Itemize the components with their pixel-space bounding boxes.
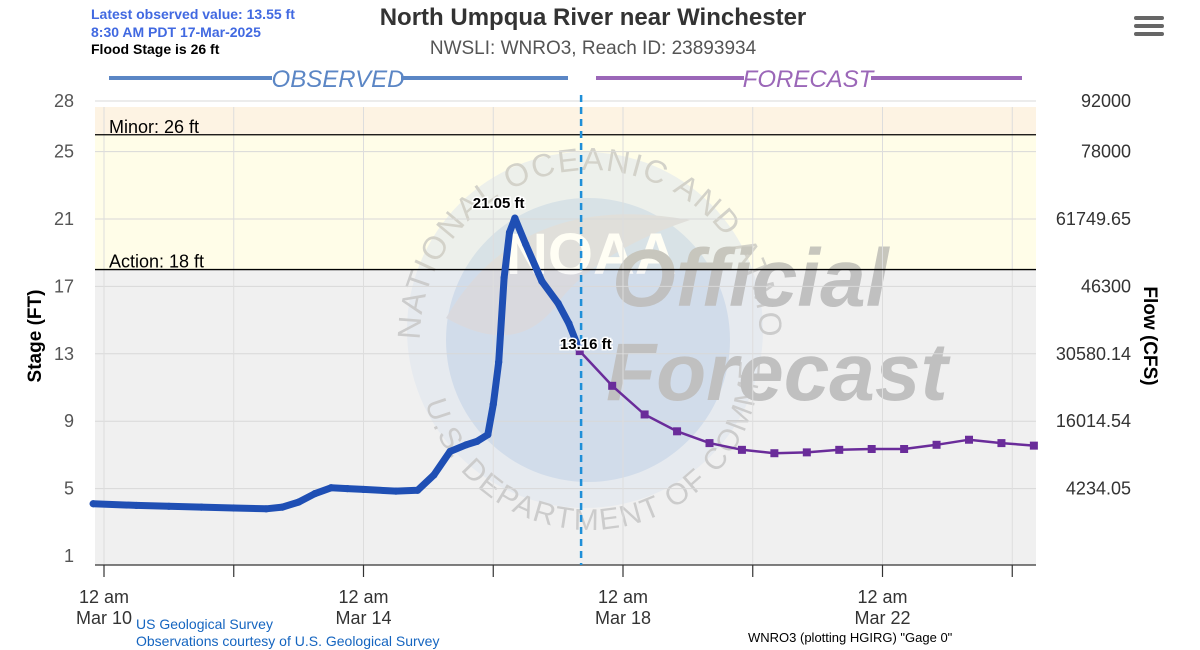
observed-point xyxy=(359,485,368,494)
observed-point xyxy=(413,486,422,494)
observed-point xyxy=(511,214,519,222)
observed-point xyxy=(197,503,205,511)
forecast-point xyxy=(673,427,682,436)
latest-observation-info: Latest observed value: 13.55 ft 8:30 AM … xyxy=(91,6,295,59)
threshold-label: Minor: 26 ft xyxy=(109,117,199,137)
hamburger-menu-icon[interactable] xyxy=(1134,16,1164,42)
forecast-point xyxy=(705,439,714,448)
y2-tick-label: 61749.65 xyxy=(1056,209,1131,229)
flood-stage-text: Flood Stage is 26 ft xyxy=(91,41,220,57)
observed-point xyxy=(538,277,546,285)
observed-point xyxy=(132,501,141,510)
chart-title: North Umpqua River near Winchester xyxy=(379,4,807,31)
x-tick-label: 12 am xyxy=(338,587,388,607)
forecast-header: FORECAST xyxy=(743,66,876,93)
watermark-forecast: Forecast xyxy=(606,327,952,418)
x-tick-label: 12 am xyxy=(598,587,648,607)
x-tick-label: Mar 22 xyxy=(854,608,910,628)
forecast-point xyxy=(900,445,909,454)
y2-tick-label: 4234.05 xyxy=(1066,479,1131,499)
y-tick-label: 17 xyxy=(54,276,74,296)
y2-axis-title: Flow (CFS) xyxy=(1139,286,1160,385)
observed-point xyxy=(522,240,530,248)
forecast-point xyxy=(802,448,811,457)
watermark-official: Official xyxy=(612,233,891,324)
forecast-point xyxy=(737,445,746,454)
observed-point xyxy=(278,503,287,511)
latest-value-text: Latest observed value: 13.55 ft xyxy=(91,6,295,22)
y2-tick-label: 92000 xyxy=(1081,91,1131,111)
source-credit: US Geological Survey Observations courte… xyxy=(136,616,439,650)
observed-point xyxy=(343,485,351,493)
observed-point xyxy=(392,487,400,495)
observed-point xyxy=(165,502,173,510)
y2-tick-label: 46300 xyxy=(1081,276,1131,296)
forecast-point xyxy=(640,410,649,419)
y2-tick-label: 16014.54 xyxy=(1056,411,1131,431)
observed-point xyxy=(565,319,573,328)
forecast-point xyxy=(932,440,941,449)
y2-tick-label: 30580.14 xyxy=(1056,344,1131,364)
forecast-point xyxy=(1029,441,1038,450)
observed-point xyxy=(446,447,454,456)
observed-point xyxy=(484,431,492,439)
y-tick-label: 25 xyxy=(54,142,74,162)
observed-point xyxy=(473,437,481,446)
observed-point xyxy=(311,490,319,498)
minor-flood-band xyxy=(95,107,1036,135)
observed-point xyxy=(230,504,238,512)
data-label: 13.16 ft xyxy=(560,336,612,353)
observed-point xyxy=(554,299,562,307)
y-tick-label: 21 xyxy=(54,209,74,229)
x-tick-label: 12 am xyxy=(79,587,129,607)
x-tick-label: Mar 10 xyxy=(76,608,132,628)
watermark-logo-text: NOAA xyxy=(506,222,677,287)
observed-point xyxy=(505,228,514,237)
y-tick-label: 28 xyxy=(54,91,74,111)
x-tick-label: Mar 14 xyxy=(335,608,391,628)
forecast-point xyxy=(835,445,844,454)
source-note: Observations courtesy of U.S. Geological… xyxy=(136,633,440,649)
forecast-point xyxy=(575,347,584,356)
observed-point xyxy=(327,484,335,492)
forecast-point xyxy=(608,381,617,390)
observed-point xyxy=(430,471,438,479)
x-tick-label: 12 am xyxy=(857,587,907,607)
forecast-point xyxy=(770,449,779,458)
forecast-point xyxy=(997,439,1006,448)
observed-point xyxy=(462,441,470,449)
chart-subtitle: NWSLI: WNRO3, Reach ID: 23893934 xyxy=(429,38,757,59)
observed-point xyxy=(495,358,503,366)
observed-point xyxy=(489,400,497,408)
y-tick-label: 13 xyxy=(54,344,74,364)
y-axis-title: Stage (FT) xyxy=(25,290,46,383)
forecast-point xyxy=(965,435,973,444)
forecast-point xyxy=(867,445,876,454)
observed-header: OBSERVED xyxy=(272,66,405,93)
observed-point xyxy=(262,505,270,513)
x-tick-label: Mar 18 xyxy=(595,608,651,628)
observed-point xyxy=(500,274,508,282)
latest-time-text: 8:30 AM PDT 17-Mar-2025 xyxy=(91,23,261,40)
y2-tick-label: 78000 xyxy=(1081,142,1131,162)
observed-point xyxy=(89,500,97,508)
data-label: 21.05 ft xyxy=(473,195,525,212)
y-tick-label: 1 xyxy=(64,546,74,566)
usgs-link[interactable]: US Geological Survey xyxy=(136,616,273,632)
observed-point xyxy=(295,498,303,506)
threshold-label: Action: 18 ft xyxy=(109,252,204,272)
y-tick-label: 9 xyxy=(64,411,74,431)
watermark-gull xyxy=(446,214,690,336)
y-tick-label: 5 xyxy=(64,479,74,499)
